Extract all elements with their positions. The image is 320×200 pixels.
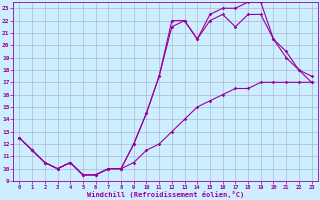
X-axis label: Windchill (Refroidissement éolien,°C): Windchill (Refroidissement éolien,°C): [87, 191, 244, 198]
